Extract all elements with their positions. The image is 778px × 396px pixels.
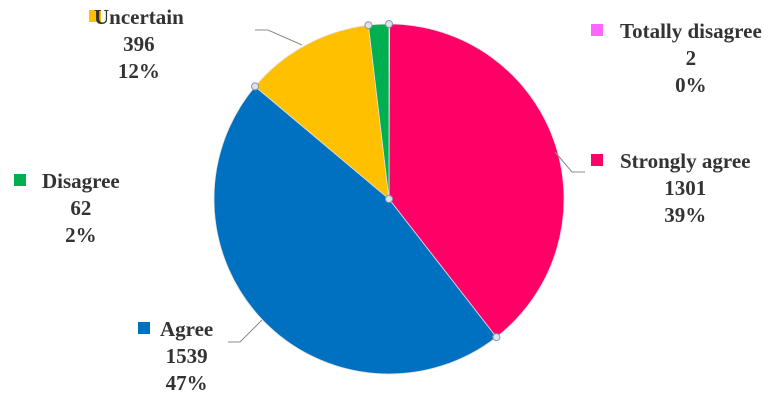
- leader-line-agree: [228, 319, 263, 343]
- pie-slices: [213, 20, 565, 375]
- data-label-percent-disagree: 2%: [65, 223, 97, 247]
- data-label-percent-strongly-agree: 39%: [664, 203, 706, 227]
- pie-slice-strongly-agree: [388, 23, 565, 338]
- slice-handle-marker: [385, 20, 393, 28]
- center-handle-marker: [385, 195, 393, 203]
- legend-marker-disagree: [14, 174, 26, 186]
- slice-handle-marker: [364, 21, 373, 30]
- leader-line-uncertain: [255, 29, 303, 46]
- data-label-name-uncertain: Uncertain: [94, 5, 184, 29]
- data-label-percent-uncertain: 12%: [118, 59, 160, 83]
- slice-handle-marker: [492, 333, 501, 342]
- data-label-name-disagree: Disagree: [42, 169, 120, 193]
- data-label-name-agree: Agree: [160, 317, 213, 341]
- data-label-value-agree: 1539: [166, 344, 208, 368]
- data-label-value-totally-disagree: 2: [686, 46, 697, 70]
- pie-slice-agree: [213, 85, 497, 375]
- legend-marker-agree: [138, 322, 150, 334]
- data-label-value-disagree: 62: [70, 196, 91, 220]
- data-label-value-uncertain: 396: [123, 32, 155, 56]
- leader-line-strongly-agree: [554, 151, 585, 173]
- legend-marker-totally-disagree: [591, 24, 603, 36]
- data-label-name-totally-disagree: Totally disagree: [620, 19, 762, 43]
- slice-handle-marker: [251, 82, 260, 91]
- leader-lines: [228, 29, 585, 343]
- data-label-name-strongly-agree: Strongly agree: [620, 149, 750, 173]
- pie-slice-uncertain: [254, 24, 390, 200]
- data-label-value-strongly-agree: 1301: [664, 176, 706, 200]
- legend-marker-uncertain: [89, 10, 101, 22]
- legend-marker-strongly-agree: [591, 154, 603, 166]
- data-label-percent-agree: 47%: [166, 371, 208, 395]
- data-labels: Totally disagree 2 0% Strongly agree 1301 39%…: [14, 5, 762, 395]
- data-label-percent-totally-disagree: 0%: [675, 73, 707, 97]
